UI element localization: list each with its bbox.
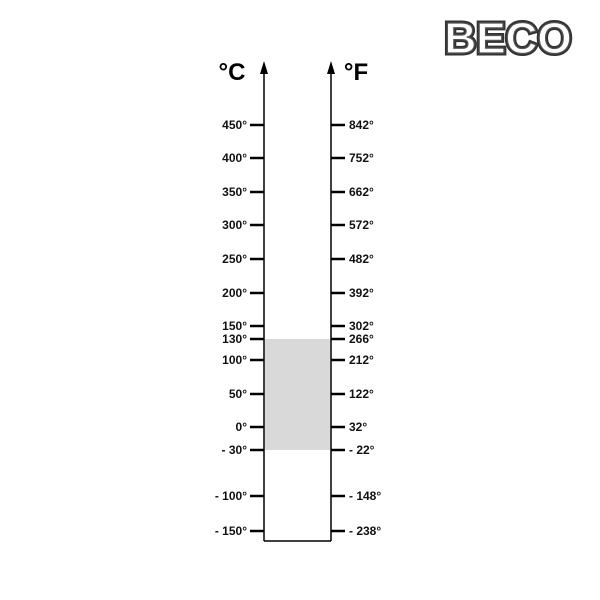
operating-range-band	[265, 339, 330, 450]
fahrenheit-tick-label: 662°	[349, 185, 374, 199]
fahrenheit-tick-label: 842°	[349, 118, 374, 132]
celsius-tick-label: - 100°	[215, 489, 247, 503]
fahrenheit-unit-label: °F	[344, 59, 368, 86]
fahrenheit-tick-label: 32°	[349, 420, 367, 434]
celsius-tick-label: 150°	[222, 319, 247, 333]
fahrenheit-tick-label: - 148°	[349, 489, 381, 503]
celsius-unit-label: °C	[219, 59, 246, 86]
fahrenheit-arrow-icon	[327, 61, 335, 74]
fahrenheit-tick-label: 392°	[349, 286, 374, 300]
celsius-tick-label: 200°	[222, 286, 247, 300]
celsius-tick-label: 400°	[222, 151, 247, 165]
celsius-arrow-icon	[260, 61, 268, 74]
celsius-tick-label: 50°	[229, 387, 247, 401]
fahrenheit-tick-label: 212°	[349, 353, 374, 367]
celsius-tick-label: 250°	[222, 252, 247, 266]
logo-shadow: BECO	[444, 14, 571, 63]
fahrenheit-tick-label: 302°	[349, 319, 374, 333]
fahrenheit-tick-label: - 238°	[349, 524, 381, 538]
fahrenheit-tick-label: 482°	[349, 252, 374, 266]
celsius-tick-label: 450°	[222, 118, 247, 132]
celsius-tick-label: 300°	[222, 218, 247, 232]
fahrenheit-tick-label: 572°	[349, 218, 374, 232]
beco-logo: BECO BECO	[442, 12, 574, 66]
celsius-tick-label: 350°	[222, 185, 247, 199]
fahrenheit-tick-label: - 22°	[349, 443, 375, 457]
fahrenheit-tick-label: 266°	[349, 332, 374, 346]
celsius-tick-label: 100°	[222, 353, 247, 367]
celsius-tick-label: - 150°	[215, 524, 247, 538]
celsius-tick-label: 130°	[222, 332, 247, 346]
celsius-tick-label: 0°	[236, 420, 248, 434]
logo-text: BECO	[444, 14, 571, 63]
fahrenheit-tick-label: 122°	[349, 387, 374, 401]
fahrenheit-tick-label: 752°	[349, 151, 374, 165]
celsius-tick-label: - 30°	[222, 443, 248, 457]
